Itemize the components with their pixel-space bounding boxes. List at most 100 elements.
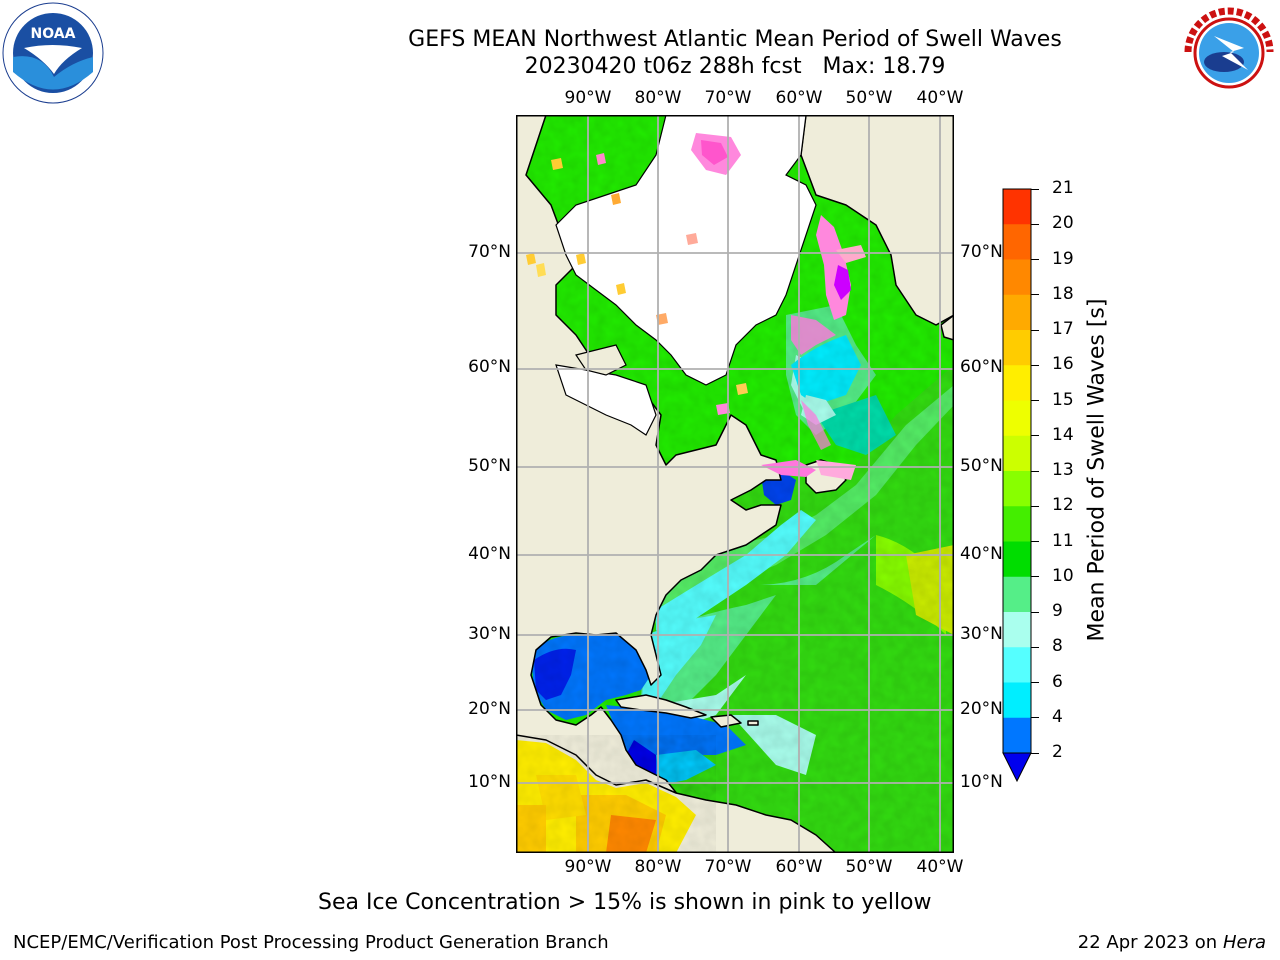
colorbar-tick-mark — [1031, 400, 1039, 401]
lat-label-left-70n: 70°N — [468, 242, 511, 262]
colorbar-band — [1003, 612, 1031, 648]
lat-label-right-50n: 50°N — [960, 456, 1003, 476]
colorbar-band — [1003, 717, 1031, 754]
colorbar-tick-label: 17 — [1052, 319, 1074, 339]
lon-label-top-50w: 50°W — [845, 88, 893, 108]
lat-label-left-10n: 10°N — [468, 772, 511, 792]
gridlines — [516, 115, 954, 853]
colorbar-tick-mark — [1031, 752, 1039, 754]
lat-label-right-30n: 30°N — [960, 624, 1003, 644]
puerto-rico-island — [747, 720, 759, 726]
map-panel — [516, 115, 954, 853]
hispaniola-island — [710, 714, 742, 728]
colorbar-tick-mark — [1031, 505, 1039, 507]
colorbar-tick-mark — [1031, 470, 1039, 472]
colorbar-tick-mark — [1031, 259, 1039, 260]
lat-label-right-60n: 60°N — [960, 357, 1003, 377]
colorbar-tick-label: 10 — [1052, 565, 1074, 586]
colorbar-band — [1003, 682, 1031, 719]
colorbar-tick-label: 19 — [1052, 248, 1074, 269]
chart-title: GEFS MEAN Northwest Atlantic Mean Period… — [408, 27, 1062, 52]
colorbar-tick-mark — [1031, 646, 1039, 648]
svg-text:NOAA: NOAA — [31, 26, 76, 42]
footer-date: 22 Apr 2023 on Hera — [1078, 932, 1266, 953]
lon-label-bottom-90w: 90°W — [564, 857, 612, 877]
colorbar-band — [1003, 189, 1031, 225]
colorbar-band — [1003, 400, 1031, 437]
lon-label-top-90w: 90°W — [564, 88, 612, 108]
colorbar-band — [1003, 365, 1031, 401]
footer-branch: NCEP/EMC/Verification Post Processing Pr… — [13, 932, 609, 953]
footer-date-text: 22 Apr 2023 on — [1077, 932, 1223, 953]
sea-ice — [555, 115, 817, 436]
colorbar-tick-mark — [1031, 223, 1039, 225]
lat-label-left-30n: 30°N — [468, 624, 511, 644]
lat-label-right-20n: 20°N — [960, 699, 1003, 719]
colorbar-band — [1003, 576, 1031, 613]
colorbar-tick-mark — [1031, 576, 1039, 578]
land-period-values — [516, 735, 716, 853]
colorbar-svg — [1002, 188, 1032, 783]
colorbar-tick-label: 9 — [1052, 601, 1063, 621]
colorbar-tick-mark — [1031, 541, 1039, 542]
colorbar-band — [1003, 224, 1031, 260]
colorbar-band — [1003, 259, 1031, 296]
colorbar-extend-arrow — [1002, 752, 1032, 783]
colorbar-tick-label: 12 — [1052, 495, 1074, 516]
colorbar-tick-label: 4 — [1052, 706, 1063, 727]
lat-label-right-70n: 70°N — [960, 242, 1003, 262]
sea-ice-caption: Sea Ice Concentration > 15% is shown in … — [318, 890, 932, 915]
lon-label-bottom-70w: 70°W — [704, 857, 752, 877]
colorbar-tick-mark — [1031, 329, 1039, 331]
footer-host: Hera — [1222, 932, 1266, 953]
colorbar-tick-label: 20 — [1052, 213, 1074, 234]
colorbar-tick-label: 16 — [1052, 354, 1074, 375]
colorbar-tick-label: 13 — [1052, 460, 1074, 480]
colorbar-tick-label: 11 — [1052, 530, 1074, 551]
lon-label-bottom-50w: 50°W — [845, 857, 893, 877]
colorbar-tick-label: 18 — [1052, 283, 1074, 304]
colorbar-tick-label: 6 — [1052, 671, 1063, 692]
noaa-logo: NOAA — [2, 2, 104, 104]
north-america-land — [516, 115, 782, 853]
lon-label-bottom-60w: 60°W — [775, 857, 823, 877]
colorbar-band — [1003, 471, 1031, 507]
colorbar-band — [1003, 330, 1031, 366]
colorbar-band — [1003, 647, 1031, 683]
colorbar-tick-label: 21 — [1052, 178, 1074, 198]
lat-label-right-40n: 40°N — [960, 544, 1003, 564]
colorbar-tick-mark — [1031, 435, 1039, 437]
lat-label-left-40n: 40°N — [468, 544, 511, 564]
lon-label-bottom-40w: 40°W — [916, 857, 964, 877]
lon-label-top-60w: 60°W — [775, 88, 823, 108]
colorbar-band — [1003, 506, 1031, 542]
cuba-island — [615, 694, 707, 719]
colorbar-tick-label: 14 — [1052, 424, 1074, 445]
colorbar-tick-label: 8 — [1052, 636, 1063, 657]
lat-label-right-10n: 10°N — [960, 772, 1003, 792]
lon-label-top-70w: 70°W — [704, 88, 752, 108]
colorbar-tick-label: 15 — [1052, 389, 1074, 410]
national-weather-service-logo — [1178, 2, 1280, 104]
iceland-land — [940, 314, 954, 341]
colorbar-tick-mark — [1031, 682, 1039, 683]
ice-concentration — [526, 133, 866, 480]
colorbar-tick-mark — [1031, 294, 1039, 296]
colorbar-tick-label: 2 — [1052, 742, 1063, 762]
lon-label-top-40w: 40°W — [916, 88, 964, 108]
lon-label-bottom-80w: 80°W — [634, 857, 682, 877]
colorbar-band — [1003, 541, 1031, 578]
lon-label-top-80w: 80°W — [634, 88, 682, 108]
lat-label-left-20n: 20°N — [468, 699, 511, 719]
chart-subtitle: 20230420 t06z 288h fcst Max: 18.79 — [524, 54, 946, 79]
lat-label-left-60n: 60°N — [468, 357, 511, 377]
colorbar-tick-mark — [1031, 717, 1039, 719]
colorbar-tick-mark — [1031, 611, 1039, 613]
map-svg — [516, 115, 954, 853]
lat-label-left-50n: 50°N — [468, 456, 511, 476]
colorbar-label: Mean Period of Swell Waves [s] — [1084, 298, 1110, 642]
map-frame — [516, 115, 954, 853]
colorbar-band — [1003, 435, 1031, 472]
colorbar-tick-mark — [1031, 364, 1039, 366]
colorbar-tick-mark — [1031, 188, 1039, 190]
